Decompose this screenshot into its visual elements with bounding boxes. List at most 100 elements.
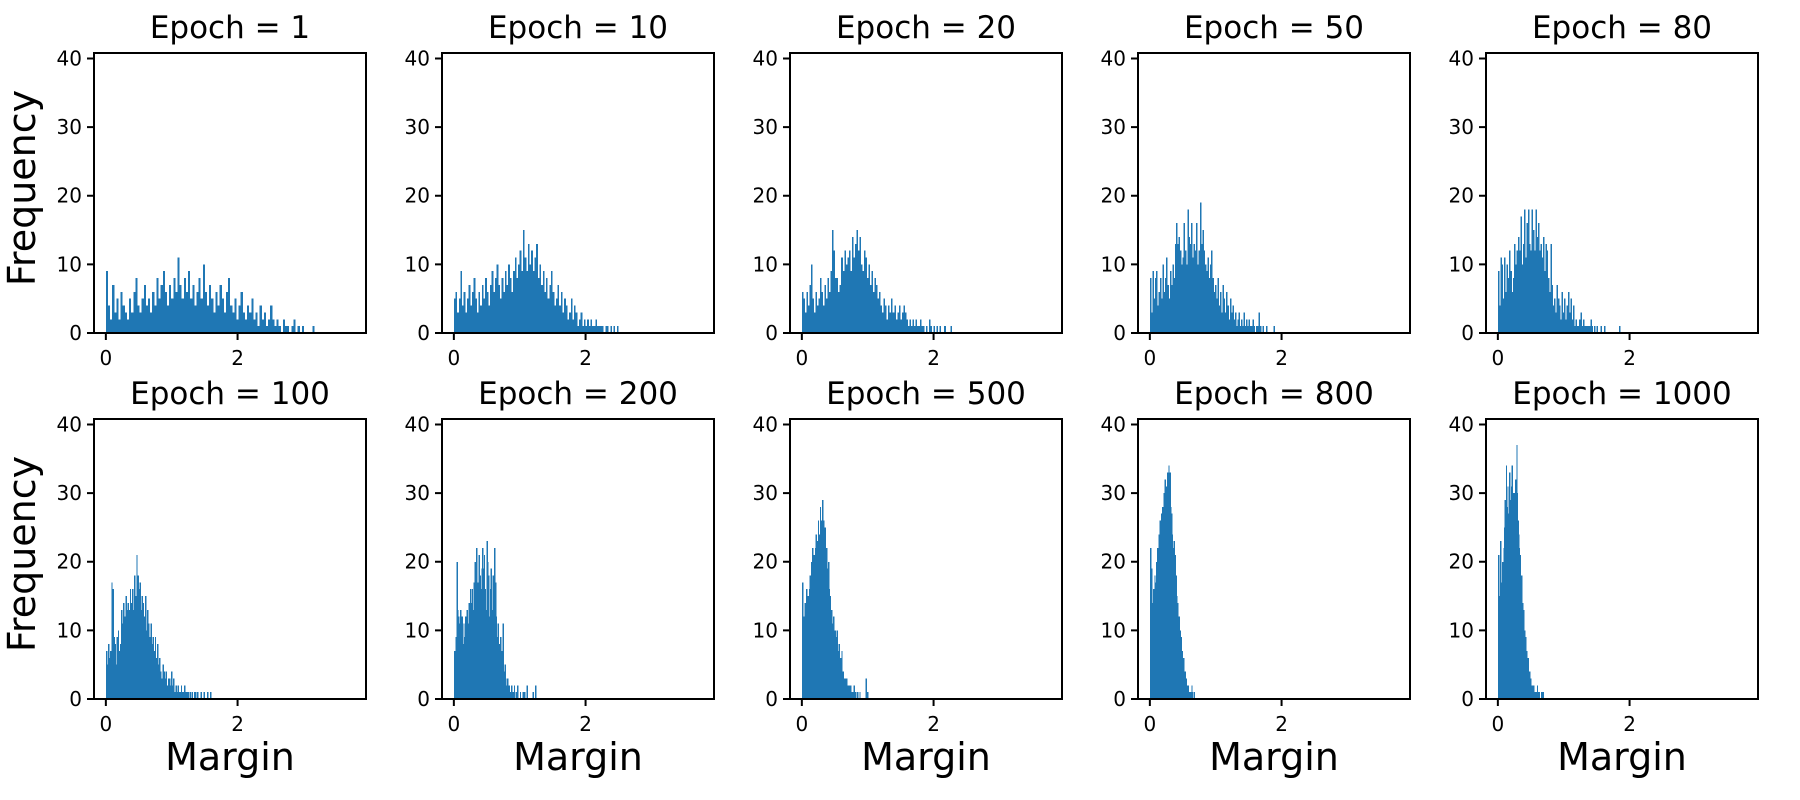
- histogram-bar: [1238, 312, 1241, 333]
- histogram-bar: [483, 554, 486, 699]
- histogram-bar: [179, 692, 182, 699]
- histogram-bar: [1516, 250, 1519, 333]
- x-tick-label: 2: [231, 712, 244, 735]
- histogram-bar: [177, 685, 179, 699]
- histogram-bar: [253, 319, 256, 333]
- histogram-bar: [532, 271, 535, 333]
- subplot-epoch-100: Epoch = 100 0 10 20 30 40 0 2 Margin: [44, 371, 392, 779]
- histogram-bar: [1237, 319, 1239, 333]
- histogram-bar: [1594, 326, 1596, 333]
- histogram-bar: [841, 257, 843, 333]
- histogram-bar: [126, 609, 128, 699]
- histogram-bar: [868, 264, 871, 333]
- histogram-bar: [1186, 685, 1188, 699]
- histogram-bar: [801, 582, 804, 699]
- histogram-bar: [139, 312, 142, 333]
- histogram-bar: [1178, 236, 1181, 333]
- x-axis-label: Margin: [861, 735, 991, 779]
- histogram-bar: [164, 678, 166, 699]
- histogram-bar: [147, 609, 149, 699]
- histogram-bar: [1171, 284, 1173, 333]
- axes-spines: [789, 418, 1063, 700]
- histogram-bar: [492, 575, 494, 699]
- histogram-bar: [877, 298, 880, 333]
- histogram-bar: [137, 305, 140, 333]
- histogram-bar: [823, 548, 826, 699]
- histogram-bar: [885, 305, 887, 333]
- y-tick-label: 20: [405, 184, 430, 208]
- histogram-bar: [592, 326, 594, 333]
- ylabel-text: Frequency: [0, 89, 44, 287]
- histogram-bar: [851, 692, 854, 699]
- histogram-bar: [1505, 291, 1507, 333]
- histogram-bar: [1619, 326, 1621, 333]
- histogram-bar: [503, 291, 505, 333]
- histogram-bar: [508, 685, 511, 699]
- histogram-bar: [166, 685, 169, 699]
- histogram-bar: [1591, 326, 1594, 333]
- y-tick-label: 20: [753, 550, 778, 574]
- histogram-bar: [183, 278, 186, 333]
- histogram-bar: [912, 319, 914, 333]
- histogram-epoch-200: 0 10 20 30 40 0 2: [405, 413, 715, 735]
- histogram-bar: [128, 609, 131, 699]
- x-axis-label: Margin: [165, 735, 295, 779]
- histogram-bar: [225, 291, 229, 333]
- histogram-bar: [1207, 257, 1209, 333]
- histogram-bar: [1530, 250, 1532, 333]
- histogram-bar: [602, 326, 604, 333]
- histogram-bar: [883, 298, 886, 333]
- histogram-bar: [903, 305, 905, 333]
- histogram-bar: [1510, 271, 1512, 333]
- histogram-bar: [215, 291, 218, 333]
- histogram-bar: [504, 271, 507, 333]
- x-tick-label: 2: [1275, 346, 1288, 369]
- histogram-bar: [180, 685, 183, 699]
- histogram-bar: [115, 664, 118, 699]
- x-tick-label: 0: [447, 712, 460, 735]
- histogram-bar: [1527, 209, 1530, 333]
- histogram-bar: [249, 312, 252, 333]
- histogram-bar: [479, 575, 481, 699]
- histogram-bar: [1534, 692, 1537, 699]
- histogram-bar: [163, 671, 165, 699]
- histogram-bar: [856, 230, 858, 333]
- y-tick-label: 40: [57, 413, 82, 436]
- histogram-bar: [105, 271, 108, 333]
- histogram-bar: [197, 692, 199, 699]
- histogram-bar: [521, 271, 524, 333]
- histogram-bar: [122, 305, 125, 333]
- histogram-bar: [514, 257, 517, 333]
- y-tick-label: 10: [1101, 618, 1126, 642]
- histogram-bar: [923, 326, 925, 333]
- histogram-bar: [593, 326, 596, 333]
- histogram-bar: [186, 692, 188, 699]
- subplot-row-bottom: Frequency Epoch = 100 0 10 20 30 40 0 2 Margin…: [0, 371, 1800, 779]
- histogram-bar: [1509, 250, 1511, 333]
- histogram-bar: [513, 685, 516, 699]
- y-tick-label: 10: [1449, 252, 1474, 276]
- histogram-bar: [518, 264, 520, 333]
- histogram-bar: [274, 326, 277, 333]
- y-tick-label: 0: [765, 687, 778, 711]
- histogram-bar: [803, 298, 805, 333]
- histogram-bar: [207, 305, 210, 333]
- histogram-bar: [200, 298, 203, 333]
- y-tick-label: 40: [405, 47, 430, 70]
- histogram-bar: [1231, 312, 1233, 333]
- histogram-bar: [1535, 692, 1538, 699]
- histogram-bar: [570, 298, 573, 333]
- histogram-bar: [500, 650, 503, 699]
- subplot-epoch-50: Epoch = 50 0 10 20 30 40 0 2: [1088, 5, 1436, 369]
- histogram-bar: [1542, 236, 1545, 333]
- subplot-title: Epoch = 1: [149, 10, 311, 46]
- histogram-bar: [813, 312, 816, 333]
- histogram-bar: [133, 291, 136, 333]
- histogram-bar: [151, 644, 153, 699]
- histogram-bar: [261, 319, 264, 333]
- y-tick-label: 20: [753, 184, 778, 208]
- histogram-bar: [498, 284, 500, 333]
- histogram-bar: [1501, 264, 1504, 333]
- histogram-bar: [505, 678, 507, 699]
- histogram-bar: [567, 319, 570, 333]
